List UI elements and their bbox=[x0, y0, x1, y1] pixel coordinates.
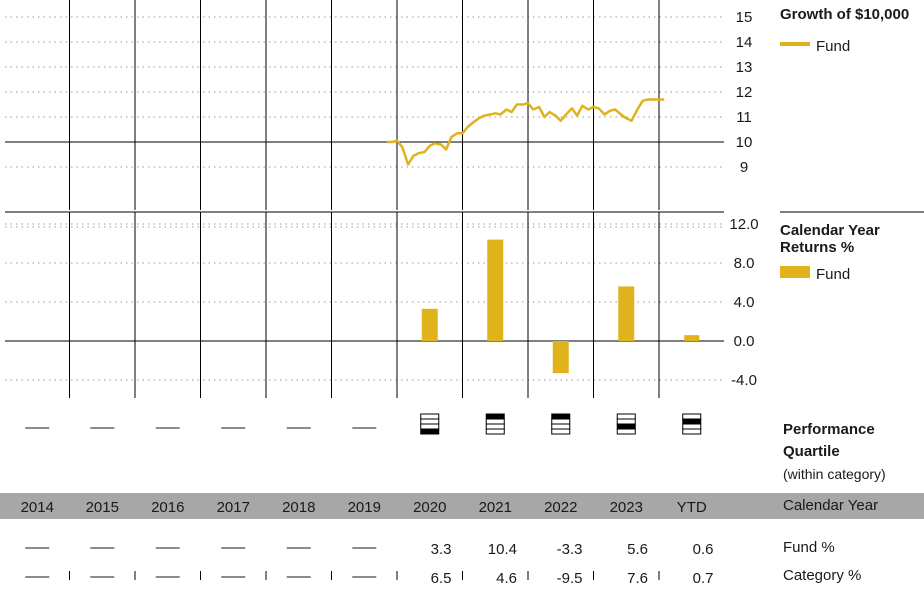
quartile-cell bbox=[551, 428, 571, 435]
returns-y-tick: 8.0 bbox=[734, 255, 755, 272]
quartile-cell bbox=[682, 423, 702, 430]
quartile-panel-subtitle: (within category) bbox=[783, 466, 886, 482]
year-label-2023: 2023 bbox=[610, 499, 643, 516]
year-label-YTD: YTD bbox=[677, 499, 707, 516]
quartile-cell bbox=[551, 418, 571, 425]
quartile-icon-q4 bbox=[420, 413, 440, 435]
quartile-cell bbox=[420, 423, 440, 430]
table-value: 10.4 bbox=[488, 541, 517, 558]
quartile-cell bbox=[485, 428, 505, 435]
quartile-cell bbox=[420, 413, 440, 420]
growth-y-tick: 12 bbox=[736, 84, 753, 101]
quartile-cell bbox=[485, 423, 505, 430]
growth-y-tick: 9 bbox=[740, 159, 748, 176]
fund-row-label: Fund % bbox=[783, 539, 835, 556]
returns-bar-2022 bbox=[552, 341, 569, 374]
calendar-year-band-label: Calendar Year bbox=[783, 497, 879, 514]
growth-y-tick: 15 bbox=[736, 9, 753, 26]
quartile-icon-q1 bbox=[485, 413, 505, 435]
year-label-2020: 2020 bbox=[413, 499, 446, 516]
quartile-cell bbox=[682, 413, 702, 420]
year-label-2018: 2018 bbox=[282, 499, 315, 516]
quartile-icon-q3 bbox=[616, 413, 636, 435]
growth-y-tick: 14 bbox=[736, 34, 753, 51]
table-value: -3.3 bbox=[557, 541, 583, 558]
returns-legend-swatch bbox=[780, 266, 810, 278]
quartile-cell bbox=[420, 428, 440, 435]
quartile-panel-title: Performance Quartile bbox=[783, 421, 875, 460]
table-value: 7.6 bbox=[627, 570, 648, 587]
quartile-cell bbox=[616, 428, 636, 435]
quartile-cell bbox=[616, 418, 636, 425]
quartile-cell bbox=[682, 428, 702, 435]
quartile-cell bbox=[551, 413, 571, 420]
quartile-cell bbox=[616, 423, 636, 430]
table-value: 0.6 bbox=[693, 541, 714, 558]
table-value: 5.6 bbox=[627, 541, 648, 558]
quartile-icon-q2 bbox=[682, 413, 702, 435]
calendar-year-band bbox=[0, 493, 924, 519]
quartile-cell bbox=[682, 418, 702, 425]
growth-legend-label: Fund bbox=[816, 38, 851, 55]
quartile-cell bbox=[616, 413, 636, 420]
returns-y-tick: -4.0 bbox=[731, 372, 757, 389]
year-label-2021: 2021 bbox=[479, 499, 512, 516]
table-value: 4.6 bbox=[496, 570, 517, 587]
returns-y-tick: 4.0 bbox=[734, 294, 755, 311]
growth-y-tick: 13 bbox=[736, 59, 753, 76]
growth-fund-line bbox=[387, 98, 665, 166]
year-label-2014: 2014 bbox=[21, 499, 54, 516]
returns-panel-title: Calendar Year Returns % bbox=[780, 222, 880, 256]
returns-bar-YTD bbox=[684, 335, 700, 341]
quartile-icon-q1 bbox=[551, 413, 571, 435]
quartile-cell bbox=[485, 418, 505, 425]
quartile-cell bbox=[485, 413, 505, 420]
year-label-2016: 2016 bbox=[151, 499, 184, 516]
quartile-cell bbox=[551, 423, 571, 430]
table-value: 6.5 bbox=[431, 570, 452, 587]
year-label-2019: 2019 bbox=[348, 499, 381, 516]
year-label-2017: 2017 bbox=[217, 499, 250, 516]
category-row-label: Category % bbox=[783, 567, 862, 584]
returns-bar-2020 bbox=[421, 308, 438, 341]
growth-panel-title: Growth of $10,000 bbox=[780, 6, 910, 23]
table-value: 3.3 bbox=[431, 541, 452, 558]
year-label-2015: 2015 bbox=[86, 499, 119, 516]
quartile-cell bbox=[420, 418, 440, 425]
returns-bar-2021 bbox=[487, 239, 504, 341]
returns-y-tick: 0.0 bbox=[734, 333, 755, 350]
table-value: 0.7 bbox=[693, 570, 714, 587]
returns-legend-label: Fund bbox=[816, 266, 851, 283]
growth-y-tick: 10 bbox=[736, 134, 753, 151]
table-value: -9.5 bbox=[557, 570, 583, 587]
growth-y-tick: 11 bbox=[736, 109, 752, 126]
returns-y-tick: 12.0 bbox=[729, 216, 758, 233]
year-label-2022: 2022 bbox=[544, 499, 577, 516]
returns-bar-2023 bbox=[618, 286, 635, 341]
